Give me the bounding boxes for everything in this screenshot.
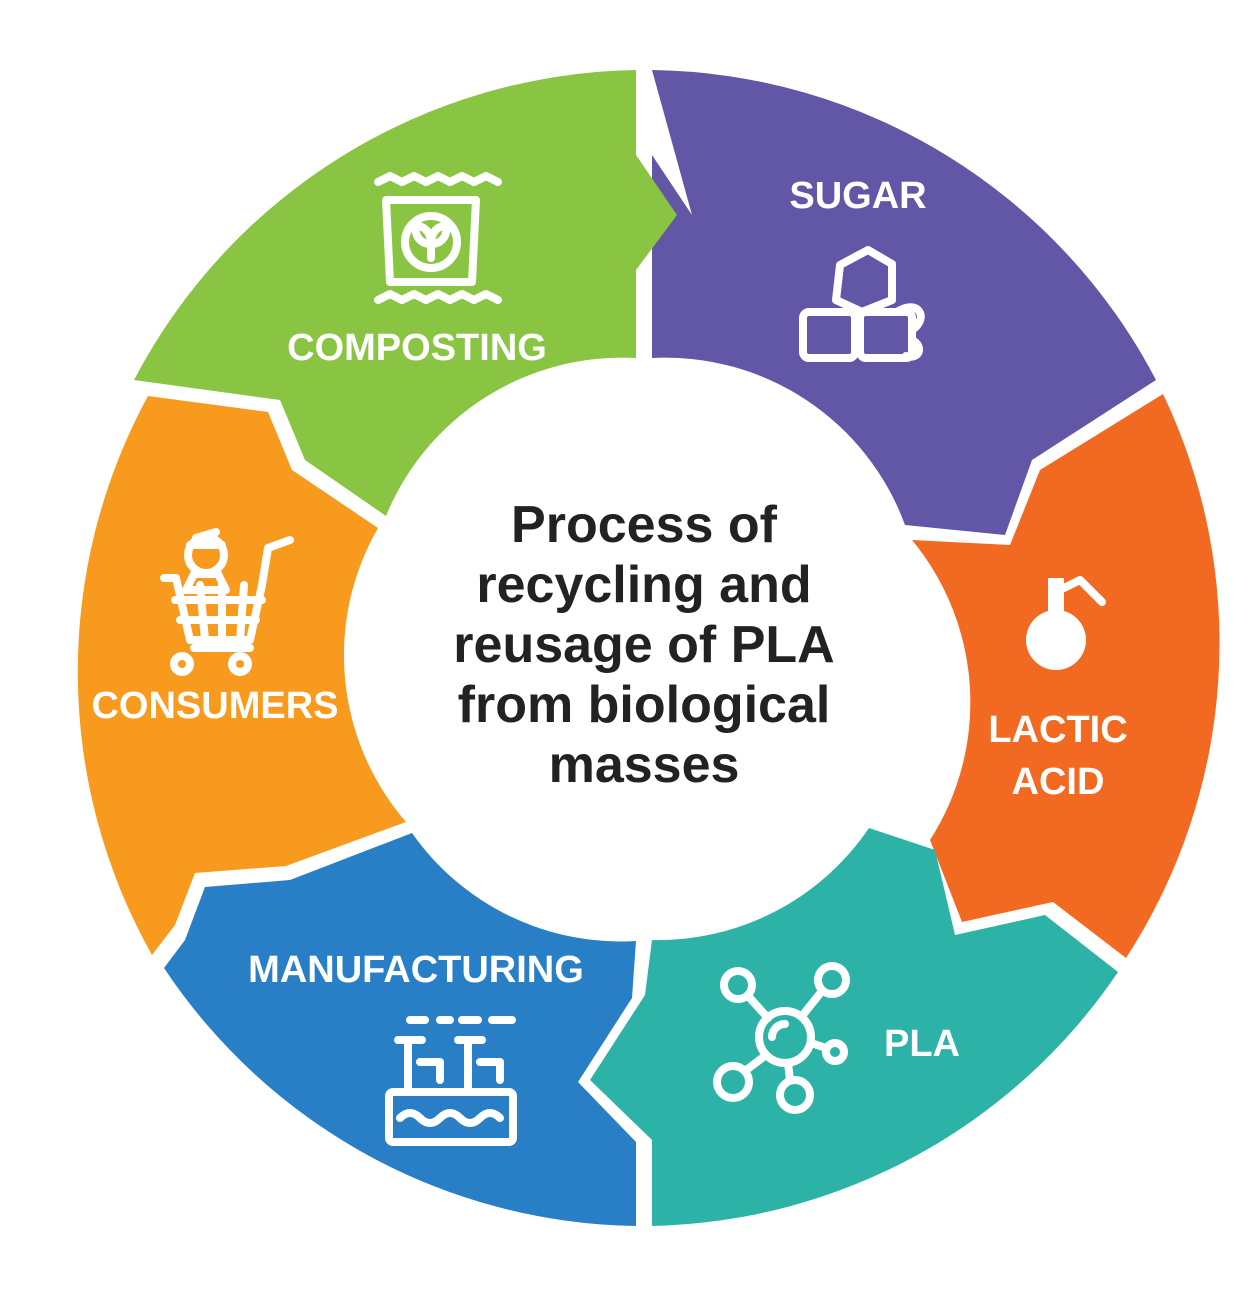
segment-sugar xyxy=(652,70,1156,535)
label-consumers: CONSUMERS xyxy=(91,685,338,727)
factory-icon xyxy=(385,1016,517,1146)
center-title: Process of recycling and reusage of PLA fro… xyxy=(453,496,834,794)
label-lactic-acid-line: ACID xyxy=(1012,761,1105,803)
segment-manufacturing xyxy=(164,833,636,1226)
center-title-line: recycling and xyxy=(476,556,811,614)
label-sugar: SUGAR xyxy=(789,175,926,217)
segment-composting xyxy=(134,70,677,516)
center-title-line: masses xyxy=(549,736,740,794)
flask-icon xyxy=(1026,576,1106,670)
label-sugar-line: SUGAR xyxy=(789,175,926,217)
center-title-line: from biological xyxy=(458,676,831,734)
shopping-cart-icon xyxy=(160,528,294,676)
segment-pla xyxy=(590,828,1118,1226)
label-manufacturing: MANUFACTURING xyxy=(248,949,584,991)
label-lactic-acid-line: LACTIC xyxy=(988,709,1127,751)
label-composting: COMPOSTING xyxy=(287,327,547,369)
label-manufacturing-line: MANUFACTURING xyxy=(248,949,584,991)
label-pla: PLA xyxy=(884,1023,960,1065)
compost-bag-icon xyxy=(374,172,502,304)
label-consumers-line: CONSUMERS xyxy=(91,685,338,727)
center-title-line: Process of xyxy=(511,496,778,554)
sugar-cubes-icon xyxy=(799,246,925,362)
molecule-icon xyxy=(713,962,850,1114)
label-pla-line: PLA xyxy=(884,1023,960,1065)
segment-lactic-acid xyxy=(912,394,1220,958)
label-lactic-acid: LACTIC ACID xyxy=(988,709,1127,803)
center-circle xyxy=(396,400,892,896)
center-title-line: reusage of PLA xyxy=(453,616,834,674)
label-composting-line: COMPOSTING xyxy=(287,327,547,369)
